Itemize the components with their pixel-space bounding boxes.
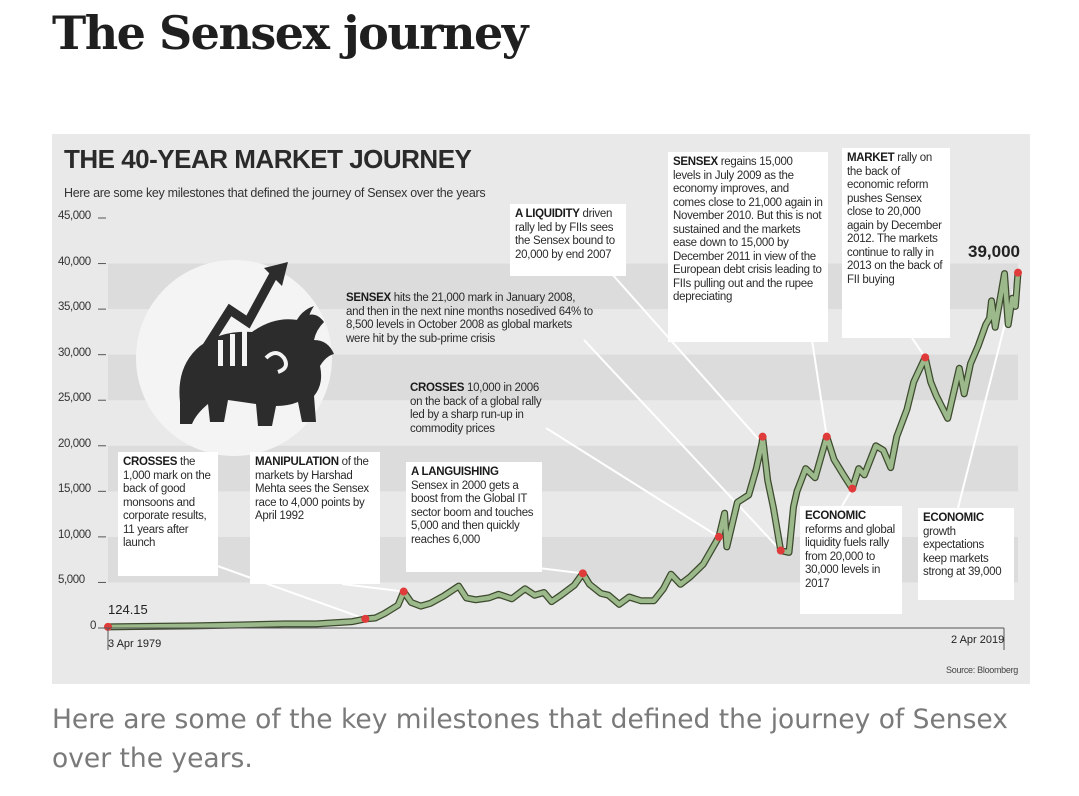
callout-text: 10,000 in 2006 on the back of a global r… [410,382,542,435]
milestone-marker [104,622,112,631]
x-end-label: 2 Apr 2019 [951,634,1005,646]
callout-sensex-21000: SENSEX hits the 21,000 mark in January 2… [346,292,596,346]
y-tick-label: 40,000 [58,255,91,268]
callout-bold: CROSSES [410,382,465,394]
chart-subtitle: Here are some key milestones that define… [64,186,486,200]
callout-bold: ECONOMIC [923,512,984,524]
sensex-chart-figure: THE 40-YEAR MARKET JOURNEY Here are some… [52,134,1030,684]
callout-bold: CROSSES [123,456,178,468]
y-tick-label: 45,000 [58,210,91,222]
y-tick-label: 5,000 [58,574,85,587]
x-start-label: 3 Apr 1979 [108,638,162,650]
callout-text: reforms and global liquidity fuels rally… [805,523,895,590]
milestone-marker [822,432,831,441]
callout-market-rally: MARKET rally on the back of economic ref… [842,148,950,338]
end-value-label: 39,000 [968,242,1020,261]
callout-text: hits the 21,000 mark in January 2008, an… [346,292,593,345]
milestone-marker [1014,268,1022,277]
milestone-marker [758,432,767,441]
leader-line [537,567,583,575]
y-tick-label: 30,000 [58,346,91,359]
callout-liquidity: A LIQUIDITY driven rally led by FIIs see… [510,204,626,276]
y-tick-label: 15,000 [58,483,91,496]
callout-economic-reforms: ECONOMIC reforms and global liquidity fu… [800,506,902,614]
series-line [107,271,1021,630]
callout-crosses-10000: CROSSES 10,000 in 2006 on the back of a … [410,382,546,436]
callout-text: regains 15,000 levels in July 2009 as th… [673,156,823,303]
milestone-marker [714,532,723,541]
callout-text: the 1,000 mark on the back of good monso… [123,456,211,549]
chart-axes [98,217,1005,650]
milestone-marker [578,569,587,578]
callout-manipulation: MANIPULATION of the markets by Harshad M… [250,452,380,584]
y-tick-label: 25,000 [58,392,91,405]
leader-line [611,273,763,444]
callout-bold: MARKET [847,152,895,164]
milestone-marker [776,546,785,555]
start-value-label: 124.15 [108,602,148,617]
chart-title: THE 40-YEAR MARKET JOURNEY [64,144,472,174]
y-tick-label: 0 [90,620,96,632]
leader-line [341,583,404,593]
milestone-marker [399,587,408,596]
callout-crosses-1000: CROSSES the 1,000 mark on the back of go… [118,452,218,576]
y-tick-label: 10,000 [58,528,91,541]
leader-line [583,339,782,552]
sensex-series [107,270,1022,631]
figure-caption: Here are some of the key milestones that… [52,704,1008,774]
callout-bold: SENSEX [346,292,391,304]
callout-text: driven rally led by FIIs sees the Sensex… [515,208,615,261]
leader-line [211,563,366,620]
milestone-marker [921,353,930,362]
callout-text: Sensex in 2000 gets a boost from the Glo… [411,479,534,546]
callout-languishing: A LANGUISHING Sensex in 2000 gets a boos… [406,462,542,572]
bull-icon [136,260,334,456]
callout-regains-15000: SENSEX regains 15,000 levels in July 200… [668,152,828,342]
leader-line [811,339,828,437]
leader-line [545,427,720,538]
chart-source: Source: Bloomberg [946,665,1018,675]
y-tick-label: 35,000 [58,301,91,314]
callout-text: growth expectations keep markets strong … [923,525,1002,579]
milestone-marker [361,614,370,623]
callout-bold: ECONOMIC [805,510,866,522]
callout-bold: MANIPULATION [255,456,339,468]
y-tick-label: 20,000 [58,437,91,450]
page-title: The Sensex journey [52,6,528,60]
callout-bold: A LIQUIDITY [515,208,580,220]
callout-economic-growth: ECONOMIC growth expectations keep market… [918,508,1014,600]
milestone-marker [848,484,857,493]
callout-bold: A LANGUISHING [411,466,499,478]
callout-text: of the markets by Harshad Mehta sees the… [255,456,369,522]
callout-text: rally on the back of economic reform pus… [847,152,943,286]
callout-bold: SENSEX [673,156,718,168]
milestone-markers [104,268,1022,631]
